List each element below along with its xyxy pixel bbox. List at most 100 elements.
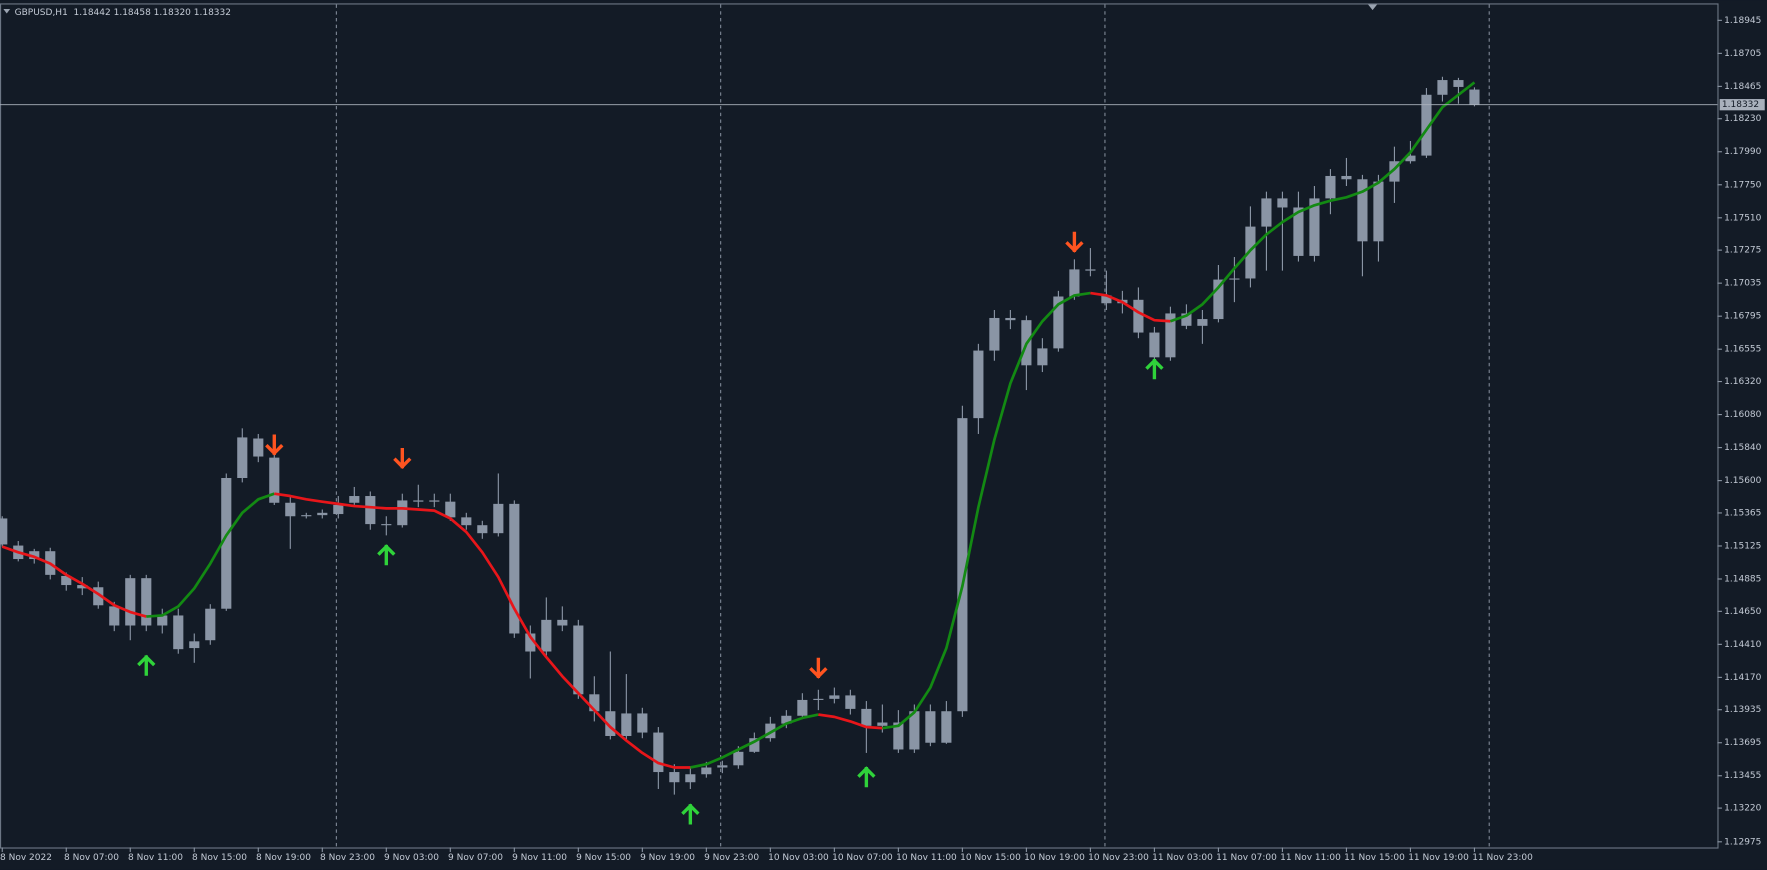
candle-body <box>301 515 312 517</box>
x-tick-label: 9 Nov 07:00 <box>448 853 503 863</box>
candle-body <box>845 695 856 709</box>
buy-arrow <box>137 654 156 676</box>
candle-body <box>781 715 792 724</box>
sell-arrow <box>265 434 284 456</box>
candle-body <box>733 751 744 766</box>
candle-body <box>941 711 952 743</box>
sell-arrow <box>809 657 828 679</box>
y-tick-label: 1.17275 <box>1724 246 1761 256</box>
candle-body <box>1245 226 1256 279</box>
candle-body <box>1037 348 1048 366</box>
x-tick-label: 9 Nov 23:00 <box>704 853 759 863</box>
candle-body <box>605 711 616 736</box>
y-tick-label: 1.17035 <box>1724 279 1761 289</box>
x-tick-label: 11 Nov 23:00 <box>1472 853 1533 863</box>
x-tick-label: 10 Nov 11:00 <box>896 853 957 863</box>
price-label-box <box>1719 99 1765 111</box>
x-tick-label: 8 Nov 07:00 <box>64 853 119 863</box>
x-tick-label: 11 Nov 11:00 <box>1280 853 1341 863</box>
candle-body <box>1389 161 1400 182</box>
candle-body <box>445 501 456 518</box>
period-separators <box>335 4 1490 848</box>
candle-body <box>1149 332 1160 358</box>
candle-body <box>637 713 648 733</box>
candle-body <box>1357 179 1368 242</box>
buy-arrow <box>377 544 396 566</box>
x-tick-label: 9 Nov 11:00 <box>512 853 567 863</box>
menu-triangle <box>3 9 11 14</box>
chart-title: GBPUSD,H1 1.18442 1.18458 1.18320 1.1833… <box>15 8 231 18</box>
candle-body <box>1325 175 1336 199</box>
ma-line <box>274 492 691 769</box>
buy-arrow <box>857 766 876 788</box>
candle-body <box>349 496 360 503</box>
plot-border <box>0 3 1719 849</box>
candle-body <box>829 695 840 699</box>
candle-body <box>221 477 232 609</box>
y-tick-label: 1.12975 <box>1724 837 1761 847</box>
candle-body <box>125 578 136 626</box>
y-tick-label: 1.15600 <box>1724 476 1761 486</box>
buy-arrow <box>1145 358 1164 380</box>
candle-body <box>925 711 936 743</box>
y-tick-label: 1.14885 <box>1724 574 1761 584</box>
candle-body <box>477 525 488 534</box>
candle-body <box>0 518 8 545</box>
y-tick-label: 1.15365 <box>1724 508 1761 518</box>
x-tick-label: 8 Nov 2022 <box>0 853 52 863</box>
candle-body <box>653 732 664 773</box>
candle-body <box>493 503 504 534</box>
candle-body <box>589 694 600 712</box>
y-tick-label: 1.16795 <box>1724 312 1761 322</box>
candle-body <box>509 503 520 634</box>
candle-body <box>189 641 200 649</box>
y-tick-label: 1.18705 <box>1724 49 1761 59</box>
y-tick-label: 1.18945 <box>1724 16 1761 26</box>
x-tick-label: 8 Nov 19:00 <box>256 853 311 863</box>
ma-line <box>690 713 819 769</box>
candle-body <box>1469 89 1480 105</box>
candle-body <box>621 713 632 736</box>
y-tick-label: 1.13935 <box>1724 705 1761 715</box>
x-tick-label: 8 Nov 15:00 <box>192 853 247 863</box>
y-tick-label: 1.14410 <box>1724 640 1761 650</box>
candle-body <box>669 772 680 783</box>
x-tick-label: 10 Nov 07:00 <box>832 853 893 863</box>
candle-body <box>957 418 968 712</box>
y-tick-label: 1.16555 <box>1724 345 1761 355</box>
sell-arrow <box>1065 231 1084 253</box>
buy-arrow <box>681 803 700 825</box>
candle-body <box>173 615 184 650</box>
candle-body <box>973 350 984 419</box>
candle-body <box>525 633 536 652</box>
candle-body <box>237 437 248 478</box>
ma-line <box>1090 291 1171 323</box>
candle-body <box>749 738 760 752</box>
candle-body <box>1213 279 1224 320</box>
candle-body <box>557 619 568 626</box>
candle-body <box>893 722 904 750</box>
candle-body <box>1101 295 1112 304</box>
candle-body <box>253 438 264 457</box>
candle-body <box>397 500 408 526</box>
candle-body <box>141 578 152 626</box>
candle-body <box>765 723 776 739</box>
candle-body <box>573 625 584 695</box>
candle-body <box>1197 319 1208 326</box>
y-tick-label: 1.13220 <box>1724 804 1761 814</box>
candle-body <box>541 619 552 652</box>
shift-marker <box>1368 4 1378 11</box>
y-tick-label: 1.14650 <box>1724 607 1761 617</box>
ma-line <box>1 545 147 618</box>
candle-body <box>269 457 280 503</box>
candle-body <box>109 606 120 626</box>
candle-body <box>365 496 376 525</box>
x-tick-label: 8 Nov 23:00 <box>320 853 375 863</box>
x-tick-label: 10 Nov 15:00 <box>960 853 1021 863</box>
candle-body <box>1181 313 1192 326</box>
candle-body <box>1005 317 1016 321</box>
candle-body <box>1293 207 1304 256</box>
ma-line <box>146 492 275 618</box>
candle-body <box>1229 278 1240 280</box>
